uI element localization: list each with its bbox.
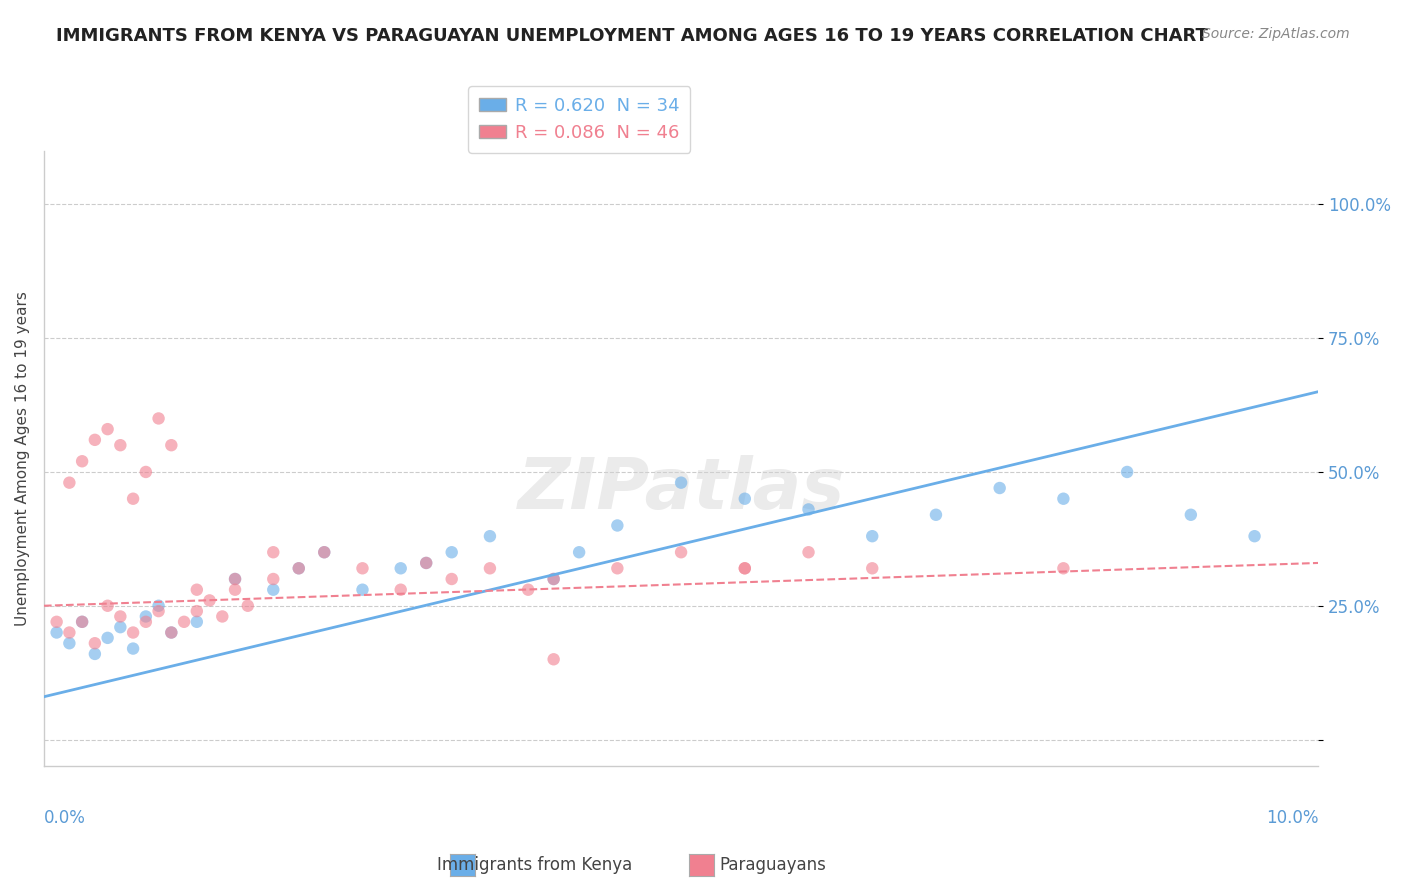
Point	[734, 561, 756, 575]
Point	[1052, 561, 1074, 575]
Legend: R = 0.620  N = 34, R = 0.086  N = 46: R = 0.620 N = 34, R = 0.086 N = 46	[468, 86, 690, 153]
Point	[122, 491, 145, 506]
Point	[734, 491, 756, 506]
Point	[389, 582, 412, 597]
Point	[543, 572, 565, 586]
Point	[58, 636, 80, 650]
Point	[160, 625, 183, 640]
Point	[173, 615, 195, 629]
Point	[97, 631, 120, 645]
Point	[236, 599, 259, 613]
Point	[224, 572, 246, 586]
Point	[860, 529, 883, 543]
Point	[97, 599, 120, 613]
Point	[198, 593, 221, 607]
Text: 0.0%: 0.0%	[44, 809, 86, 828]
Point	[287, 561, 309, 575]
Point	[352, 561, 374, 575]
Point	[568, 545, 591, 559]
Point	[543, 572, 565, 586]
Point	[262, 572, 284, 586]
Text: IMMIGRANTS FROM KENYA VS PARAGUAYAN UNEMPLOYMENT AMONG AGES 16 TO 19 YEARS CORRE: IMMIGRANTS FROM KENYA VS PARAGUAYAN UNEM…	[56, 27, 1208, 45]
Y-axis label: Unemployment Among Ages 16 to 19 years: Unemployment Among Ages 16 to 19 years	[15, 291, 30, 626]
Point	[262, 582, 284, 597]
Point	[45, 615, 67, 629]
Point	[135, 465, 157, 479]
Point	[110, 438, 132, 452]
Point	[314, 545, 336, 559]
Text: Source: ZipAtlas.com: Source: ZipAtlas.com	[1202, 27, 1350, 41]
Point	[160, 625, 183, 640]
Point	[797, 545, 820, 559]
Point	[478, 561, 501, 575]
Point	[1052, 491, 1074, 506]
Point	[440, 572, 463, 586]
Point	[83, 433, 105, 447]
Point	[186, 615, 208, 629]
Point	[478, 529, 501, 543]
Point	[287, 561, 309, 575]
Point	[734, 561, 756, 575]
Point	[224, 582, 246, 597]
Point	[1243, 529, 1265, 543]
Point	[97, 422, 120, 436]
Point	[262, 545, 284, 559]
Text: Immigrants from Kenya: Immigrants from Kenya	[437, 856, 631, 874]
Point	[860, 561, 883, 575]
Point	[186, 582, 208, 597]
Text: 10.0%: 10.0%	[1265, 809, 1319, 828]
Point	[211, 609, 233, 624]
Point	[160, 438, 183, 452]
Point	[122, 625, 145, 640]
Point	[70, 615, 93, 629]
Point	[70, 454, 93, 468]
Point	[543, 652, 565, 666]
Point	[517, 582, 540, 597]
Text: ZIPatlas: ZIPatlas	[517, 455, 845, 524]
Point	[797, 502, 820, 516]
Point	[83, 647, 105, 661]
Point	[148, 411, 170, 425]
Point	[70, 615, 93, 629]
Point	[440, 545, 463, 559]
Text: Paraguayans: Paraguayans	[720, 856, 827, 874]
Point	[58, 475, 80, 490]
Point	[224, 572, 246, 586]
Point	[925, 508, 948, 522]
Point	[415, 556, 437, 570]
Point	[186, 604, 208, 618]
Point	[122, 641, 145, 656]
Point	[669, 545, 692, 559]
Point	[389, 561, 412, 575]
Point	[314, 545, 336, 559]
Point	[148, 599, 170, 613]
Point	[606, 518, 628, 533]
Point	[988, 481, 1011, 495]
Point	[135, 615, 157, 629]
Point	[606, 561, 628, 575]
Point	[58, 625, 80, 640]
Point	[1180, 508, 1202, 522]
Point	[669, 475, 692, 490]
Point	[83, 636, 105, 650]
Point	[110, 620, 132, 634]
Point	[352, 582, 374, 597]
Point	[45, 625, 67, 640]
Point	[1116, 465, 1139, 479]
Point	[135, 609, 157, 624]
Point	[110, 609, 132, 624]
Point	[148, 604, 170, 618]
Point	[415, 556, 437, 570]
